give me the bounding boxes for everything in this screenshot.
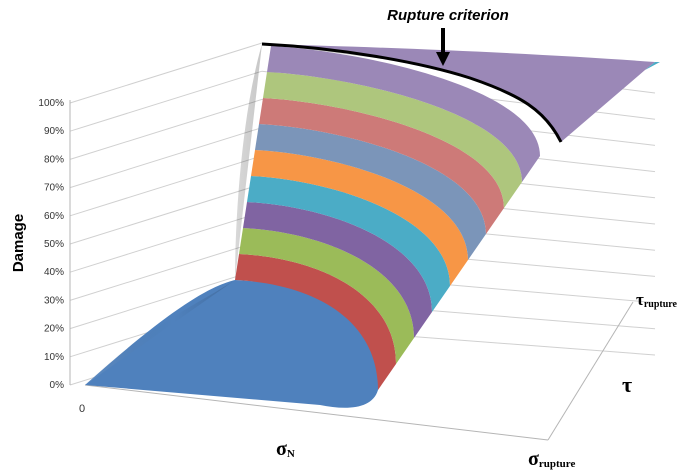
floor-right-edge: [547, 301, 634, 441]
grid-line-back-left: [69, 127, 263, 189]
rupture-criterion-curve: [261, 42, 563, 143]
z-tick-label: 60%: [44, 211, 64, 222]
surface-band: [267, 46, 540, 182]
x-axis-title: σN: [276, 438, 295, 460]
sigma-rupture-symbol: σ: [528, 448, 539, 470]
surface-band: [255, 124, 486, 260]
sigma-rupture-subscript: rupture: [539, 458, 576, 470]
tau-rupture-subscript: rupture: [644, 299, 678, 310]
grid-line-back-left: [69, 183, 263, 245]
z-tick-label: 20%: [44, 324, 64, 335]
grid-line-back-left: [69, 268, 263, 330]
x-axis-end-label: σrupture: [528, 448, 575, 470]
sigma-subscript: N: [287, 448, 295, 460]
z-tick-label: 80%: [44, 154, 64, 165]
surface-band: [263, 72, 522, 208]
surface-band: [251, 150, 468, 286]
surface-edge-tip: [645, 62, 660, 70]
surface-band: [235, 254, 396, 390]
grid-line-back-left: [69, 42, 263, 104]
y-axis-title: τ: [622, 372, 632, 397]
sigma-symbol: σ: [276, 438, 287, 460]
floor-outline: [69, 100, 634, 441]
z-tick-label: 90%: [44, 126, 64, 137]
z-tick-label: 70%: [44, 183, 64, 194]
z-tick-label: 10%: [44, 352, 64, 363]
grid-line-back-left: [69, 98, 263, 160]
annotation-arrow: [436, 28, 450, 66]
grid-line-back-left: [69, 239, 263, 301]
surface-plateau: [262, 44, 655, 142]
grid-line-back-left: [69, 70, 263, 132]
z-tick-label: 30%: [44, 295, 64, 306]
y-axis-end-label: τrupture: [636, 290, 678, 310]
surface-band: [239, 228, 414, 364]
rupture-criterion-label: Rupture criterion: [387, 7, 509, 24]
tau-rupture-symbol: τ: [636, 290, 644, 309]
grid-line-back-left: [69, 155, 263, 217]
z-tick-label: 100%: [38, 98, 64, 109]
surface-band: [85, 280, 379, 408]
floor-front-edge: [84, 384, 549, 441]
origin-label: 0: [79, 403, 85, 415]
z-tick-labels: 0% 10% 20% 30% 40% 50% 60% 70% 80% 90% 100%: [38, 98, 64, 391]
surface-band: [247, 176, 450, 312]
surface-band: [243, 202, 432, 338]
z-tick-label: 50%: [44, 239, 64, 250]
grid-line-back-left: [69, 211, 263, 273]
z-tick-label: 40%: [44, 267, 64, 278]
z-axis-title: Damage: [10, 214, 27, 272]
z-tick-label: 0%: [50, 380, 65, 391]
surface-band: [259, 98, 504, 234]
damage-surface: [85, 44, 660, 408]
